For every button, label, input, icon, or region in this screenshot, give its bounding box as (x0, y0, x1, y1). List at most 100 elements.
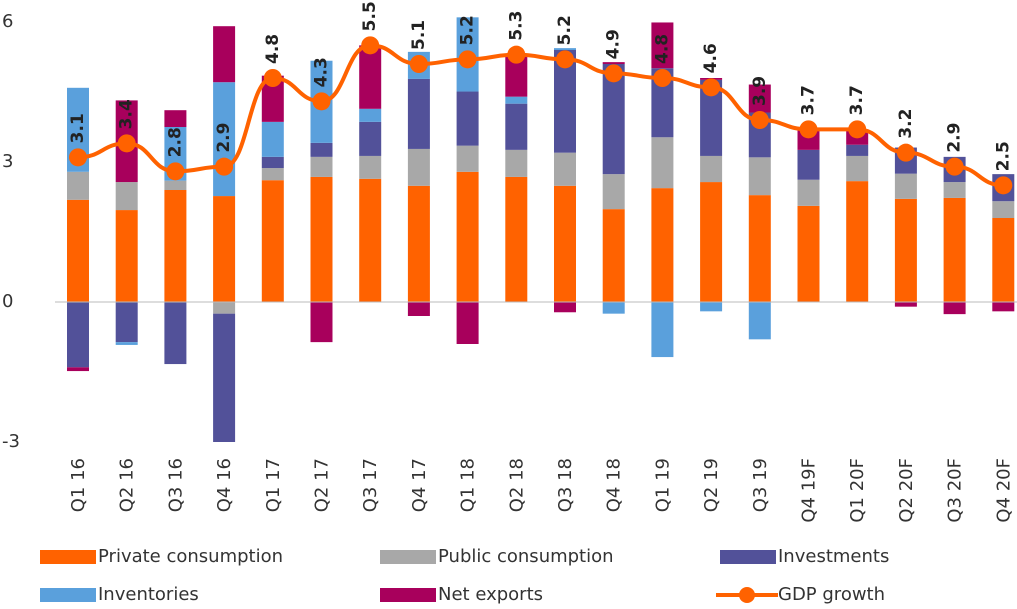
gdp-marker (750, 111, 769, 129)
x-tick-label: Q4 20F (993, 458, 1014, 523)
bar-segment (213, 302, 236, 314)
legend-swatch (380, 588, 436, 602)
bar-segment (748, 84, 771, 113)
bar-segment (456, 171, 479, 302)
gdp-marker (945, 157, 964, 176)
x-tick-label: Q1 20F (847, 458, 868, 523)
value-label: 3.2 (896, 109, 916, 139)
legend-item: Inventories (40, 584, 199, 605)
bar-segment (651, 188, 674, 302)
bar-segment (310, 142, 333, 157)
bar-segment (505, 149, 528, 177)
bar-segment (554, 152, 576, 186)
bar-segment (700, 182, 723, 302)
gdp-marker (848, 120, 867, 139)
bar-segment (261, 121, 284, 157)
bar-segment (748, 157, 771, 196)
x-tick-label: Q3 20F (945, 458, 966, 523)
bar-segment (164, 190, 187, 302)
bar-segment (115, 342, 138, 345)
bar-segment (115, 182, 138, 211)
value-label: 5.5 (360, 1, 380, 31)
x-tick-label: Q3 19 (750, 458, 771, 512)
bar-segment (261, 180, 284, 302)
legend-label: Investments (778, 546, 889, 567)
legend-marker (739, 587, 755, 603)
bar-segment (992, 302, 1015, 312)
gdp-marker (409, 55, 428, 73)
bar-segment (310, 156, 333, 177)
bar-segment (505, 54, 528, 97)
bar-segment (359, 178, 382, 302)
bar-segment (67, 171, 89, 200)
gdp-marker (604, 64, 623, 83)
value-label: 4.9 (604, 29, 624, 59)
bar-segment (213, 196, 236, 302)
value-label: 4.8 (263, 34, 283, 64)
bar-segment (261, 168, 284, 181)
gdp-marker (458, 50, 477, 69)
bar-segment (943, 197, 966, 302)
value-label: 2.9 (945, 123, 965, 153)
gdp-marker (312, 92, 331, 111)
bar-segment (554, 302, 576, 313)
bar-segment (846, 181, 869, 302)
bar-segment (261, 75, 284, 122)
value-label: 2.5 (993, 141, 1013, 171)
bar-segment (407, 302, 430, 316)
value-label: 5.1 (409, 20, 429, 50)
value-label: 3.9 (750, 76, 770, 106)
bar-segment (602, 302, 625, 314)
value-label: 3.4 (117, 99, 137, 129)
legend-swatch (40, 588, 96, 602)
bar-segment (407, 78, 430, 149)
gdp-marker (117, 134, 136, 153)
bar-segment (261, 156, 284, 169)
bar-segment (992, 201, 1015, 218)
value-label: 3.1 (68, 113, 88, 143)
bar-segment (602, 64, 625, 175)
gdp-marker (896, 143, 915, 162)
x-tick-label: Q2 19 (701, 458, 722, 512)
gdp-marker (263, 69, 282, 87)
bar-segment (846, 144, 869, 156)
x-tick-label: Q3 16 (165, 458, 186, 512)
bar-segment (651, 137, 674, 189)
bar-segment (164, 302, 187, 365)
bar-segment (554, 185, 576, 302)
y-tick-label: -3 (2, 431, 20, 452)
bar-segment (943, 302, 966, 315)
x-tick-label: Q4 17 (409, 458, 430, 512)
bar-segment (602, 209, 625, 302)
bar-segment (894, 302, 917, 307)
legend-swatch (380, 550, 436, 564)
bar-segment (67, 367, 89, 372)
bar-segment (407, 148, 430, 186)
legend-item: Private consumption (40, 546, 283, 567)
bar-segment (846, 155, 869, 182)
bar-segment (894, 198, 917, 302)
legend-label: Private consumption (98, 546, 283, 567)
x-tick-label: Q2 17 (312, 458, 333, 512)
value-label: 4.8 (652, 34, 672, 64)
x-tick-label: Q3 18 (555, 458, 576, 512)
bar-segment (359, 121, 382, 156)
bar-segment (359, 45, 382, 109)
x-tick-label: Q1 19 (652, 458, 673, 512)
x-tick-label: Q2 18 (506, 458, 527, 512)
legend-item: Public consumption (380, 546, 614, 567)
bar-segment (407, 185, 430, 302)
value-label: 4.6 (701, 43, 721, 73)
x-tick-label: Q4 16 (214, 458, 235, 512)
bar-segment (67, 199, 89, 302)
x-tick-label: Q1 17 (263, 458, 284, 512)
legend-item: Net exports (380, 584, 543, 605)
bar-segment (700, 302, 723, 312)
bar-segment (164, 110, 187, 127)
bar-segment (602, 174, 625, 210)
legend-label: Net exports (438, 584, 543, 605)
bar-segment (456, 91, 479, 146)
legend-item: GDP growth (716, 584, 885, 605)
legend-swatch (720, 550, 776, 564)
